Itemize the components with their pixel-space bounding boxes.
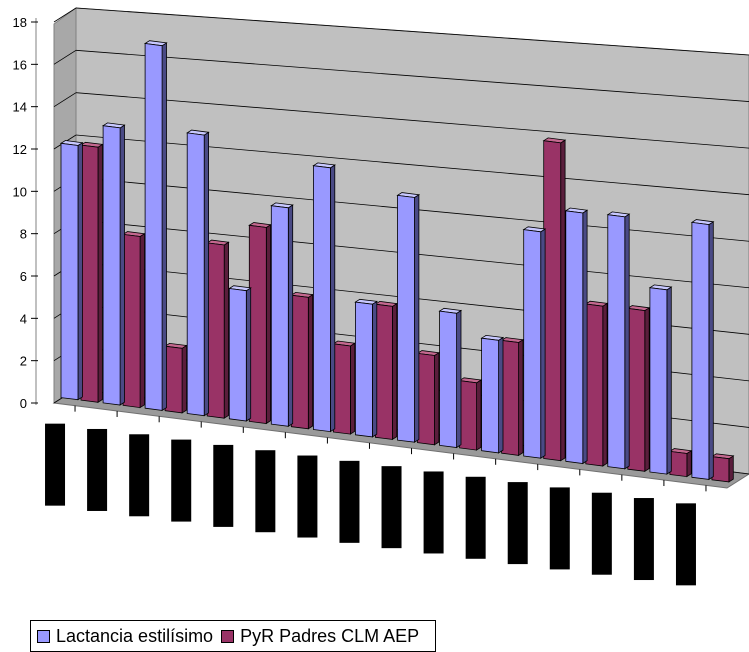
category-label-block — [633, 498, 654, 581]
gridline — [75, 7, 749, 56]
bar-series-1 — [438, 307, 463, 449]
category-label-block — [507, 482, 528, 565]
bar-series-2 — [584, 300, 609, 467]
bar-series-2 — [79, 141, 104, 404]
bar-series-1 — [270, 202, 294, 428]
bar-series-2 — [626, 305, 651, 473]
category-label-block — [549, 487, 570, 570]
bar-series-2 — [458, 377, 483, 451]
bar-series-1 — [228, 285, 252, 422]
y-tick-label: 12 — [13, 142, 27, 157]
gridline-side — [53, 7, 77, 23]
bar-series-2 — [121, 231, 146, 409]
category-label-block — [465, 476, 486, 559]
bar-series-1 — [396, 192, 421, 443]
gridline-side — [53, 49, 77, 65]
bar-series-2 — [542, 137, 567, 462]
bar-series-1 — [690, 219, 715, 481]
gridline — [75, 49, 749, 102]
category-label-block — [255, 450, 276, 533]
legend-item-series-2: PyR Padres CLM AEP — [221, 626, 419, 647]
category-label-blocks — [45, 405, 707, 586]
category-label-block — [87, 428, 108, 511]
bar-series-1 — [648, 284, 673, 475]
legend-label-series-1: Lactancia estilísimo — [56, 625, 214, 646]
bar-chart-3d: 0 2 4 6 8 10 12 14 16 18 — [13, 7, 749, 586]
category-label-block — [297, 455, 318, 538]
y-tick-label: 16 — [13, 57, 27, 72]
bar-series-2 — [710, 453, 735, 483]
bar-series-2 — [332, 340, 356, 435]
bar-series-1 — [564, 207, 589, 465]
bar-series-1 — [59, 140, 84, 401]
category-label-block — [381, 466, 402, 549]
bar-series-2 — [290, 291, 314, 430]
bar-series-1 — [143, 40, 168, 412]
y-tick-label: 8 — [20, 227, 27, 242]
bar-series-2 — [668, 448, 693, 478]
bar-series-2 — [163, 342, 188, 414]
bars — [59, 40, 735, 483]
bar-series-1 — [312, 162, 336, 433]
y-tick-label: 4 — [20, 311, 27, 326]
category-label-block — [213, 444, 234, 527]
category-label-block — [45, 423, 66, 506]
category-label-block — [423, 471, 444, 554]
y-axis-tick-labels: 0 2 4 6 8 10 12 14 16 18 — [13, 15, 27, 411]
gridline — [75, 92, 749, 149]
bar-series-1 — [186, 129, 210, 417]
category-label-block — [591, 492, 612, 575]
y-tick-label: 18 — [13, 15, 27, 30]
legend-label-series-2: PyR Padres CLM AEP — [240, 625, 420, 646]
bar-series-1 — [606, 211, 631, 470]
y-tick-label: 6 — [20, 269, 27, 284]
bar-series-2 — [500, 337, 525, 457]
bar-series-2 — [374, 300, 398, 441]
legend-item-series-1: Lactancia estilísimo — [37, 626, 213, 647]
bar-series-1 — [480, 334, 505, 454]
category-label-block — [339, 460, 360, 543]
bar-series-1 — [522, 226, 547, 459]
category-label-block — [675, 503, 696, 586]
legend-swatch-series-1 — [37, 629, 50, 643]
bar-series-1 — [354, 298, 378, 438]
y-tick-label: 10 — [13, 184, 27, 199]
category-label-block — [129, 434, 150, 517]
category-label-block — [171, 439, 192, 522]
legend-swatch-series-2 — [221, 629, 235, 643]
y-tick-label: 14 — [13, 100, 27, 115]
bar-series-2 — [206, 239, 230, 419]
bar-series-1 — [101, 122, 126, 406]
gridline-side — [53, 92, 77, 108]
y-tick-label: 2 — [20, 354, 27, 369]
bar-series-2 — [248, 222, 272, 425]
bar-series-2 — [416, 350, 441, 446]
legend: Lactancia estilísimo PyR Padres CLM AEP — [30, 620, 437, 652]
y-tick-label: 0 — [20, 396, 27, 411]
